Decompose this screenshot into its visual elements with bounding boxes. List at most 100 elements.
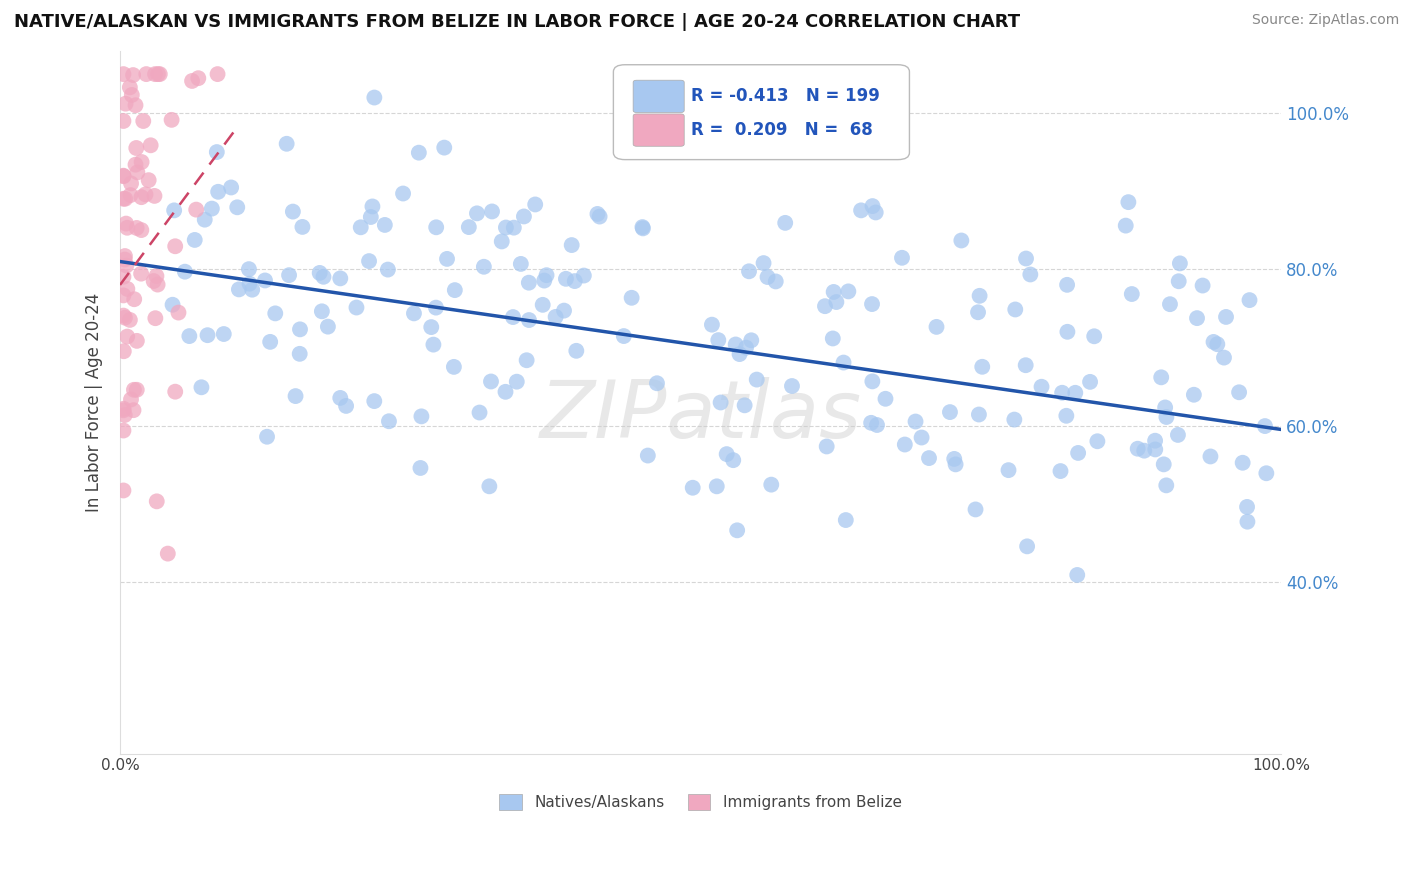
Point — [1156, 478, 1178, 492]
Point — [132, 114, 155, 128]
Point — [1054, 409, 1077, 423]
Point — [849, 203, 872, 218]
Point — [112, 269, 135, 284]
Point — [162, 298, 184, 312]
Point — [284, 389, 307, 403]
Point — [329, 391, 352, 405]
Point — [197, 328, 219, 343]
Point — [143, 189, 166, 203]
Point — [238, 277, 260, 291]
Point — [131, 190, 153, 204]
Point — [814, 299, 837, 313]
Point — [832, 355, 855, 369]
Point — [240, 283, 263, 297]
Point — [114, 96, 136, 111]
Point — [706, 479, 728, 493]
Point — [1015, 252, 1038, 266]
Point — [122, 68, 145, 82]
Point — [1213, 351, 1236, 365]
Point — [124, 158, 146, 172]
Point — [145, 494, 167, 508]
Point — [311, 304, 333, 318]
Point — [1185, 311, 1208, 326]
Text: ZIPatlas: ZIPatlas — [540, 377, 862, 455]
Point — [127, 165, 149, 179]
Point — [256, 430, 278, 444]
Point — [212, 326, 235, 341]
Point — [756, 270, 779, 285]
Point — [891, 251, 914, 265]
Point — [465, 206, 488, 220]
Point — [143, 67, 166, 81]
Point — [860, 416, 883, 430]
Point — [143, 311, 166, 326]
Point — [1236, 515, 1258, 529]
Point — [969, 289, 991, 303]
Point — [425, 301, 447, 315]
Point — [765, 274, 787, 288]
Point — [544, 310, 567, 324]
Point — [1182, 388, 1205, 402]
Point — [184, 233, 207, 247]
Point — [276, 136, 298, 151]
Point — [163, 203, 186, 218]
Point — [1159, 297, 1181, 311]
Point — [1056, 277, 1078, 292]
Point — [1153, 458, 1175, 472]
Point — [115, 329, 138, 343]
Point — [553, 303, 575, 318]
Point — [531, 298, 554, 312]
Point — [564, 274, 586, 288]
Point — [363, 394, 385, 409]
Point — [264, 306, 287, 320]
Point — [943, 451, 966, 466]
Point — [135, 67, 157, 81]
Point — [278, 268, 301, 282]
Point — [112, 114, 135, 128]
Point — [1256, 467, 1278, 481]
Point — [495, 220, 517, 235]
Point — [312, 269, 335, 284]
Point — [728, 347, 751, 361]
Point — [360, 210, 382, 224]
Point — [479, 375, 502, 389]
Point — [1115, 219, 1137, 233]
Point — [114, 249, 136, 263]
Point — [112, 192, 135, 206]
Point — [735, 341, 758, 355]
Point — [561, 238, 583, 252]
Point — [112, 288, 135, 302]
Point — [894, 437, 917, 451]
Point — [1191, 278, 1213, 293]
Point — [114, 310, 136, 325]
Point — [517, 313, 540, 327]
Point — [773, 216, 796, 230]
Point — [291, 219, 314, 234]
Point — [1232, 456, 1254, 470]
Point — [112, 424, 135, 438]
Point — [516, 353, 538, 368]
Point — [138, 173, 160, 187]
Legend: Natives/Alaskans, Immigrants from Belize: Natives/Alaskans, Immigrants from Belize — [494, 788, 908, 816]
Point — [1168, 256, 1191, 270]
Point — [495, 384, 517, 399]
Point — [179, 329, 201, 343]
Point — [524, 197, 547, 211]
Point — [1087, 434, 1109, 449]
Point — [329, 271, 352, 285]
Point — [1118, 195, 1140, 210]
Point — [392, 186, 415, 201]
Point — [374, 218, 396, 232]
Point — [190, 380, 212, 394]
Point — [131, 155, 153, 169]
Point — [1002, 412, 1025, 426]
Point — [112, 401, 135, 416]
Point — [346, 301, 368, 315]
Point — [967, 408, 990, 422]
Point — [1050, 385, 1073, 400]
Point — [174, 265, 197, 279]
Point — [745, 373, 768, 387]
Point — [1064, 385, 1087, 400]
Point — [710, 395, 733, 409]
Point — [565, 343, 588, 358]
